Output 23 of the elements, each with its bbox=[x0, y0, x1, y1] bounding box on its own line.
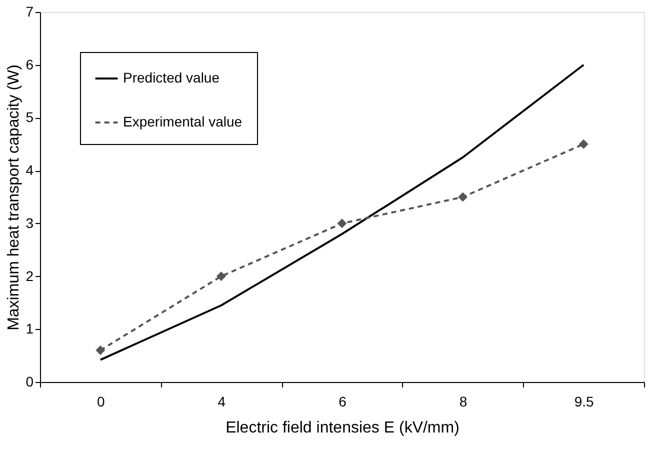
line-series bbox=[99, 64, 585, 361]
y-tick-label: 3 bbox=[26, 214, 34, 231]
legend-label: Predicted value bbox=[123, 70, 220, 86]
point bbox=[216, 272, 226, 282]
point bbox=[458, 192, 468, 202]
x-tick-label: 4 bbox=[218, 394, 226, 410]
y-tick-label: 6 bbox=[26, 56, 34, 72]
x-tick-label: 0 bbox=[97, 394, 105, 410]
y-tick-label: 5 bbox=[26, 109, 34, 126]
point bbox=[96, 346, 106, 356]
y-tick-label: 2 bbox=[26, 268, 34, 284]
point bbox=[337, 218, 347, 228]
y-tick-label: 4 bbox=[26, 162, 34, 178]
x-axis-title: Electric field intensies E (kV/mm) bbox=[226, 420, 460, 436]
y-tick-label: 0 bbox=[26, 374, 34, 390]
y-tick-label: 1 bbox=[26, 320, 34, 337]
legend-label: Experimental value bbox=[123, 114, 242, 130]
x-tick-label: 6 bbox=[338, 394, 347, 410]
point bbox=[578, 139, 588, 149]
y-axis-title: Maximum heat transport capacity (W) bbox=[6, 64, 23, 330]
y-tick-label: 7 bbox=[26, 4, 34, 20]
x-tick-label: 8 bbox=[459, 394, 468, 410]
x-tick-label: 9.5 bbox=[574, 394, 594, 410]
